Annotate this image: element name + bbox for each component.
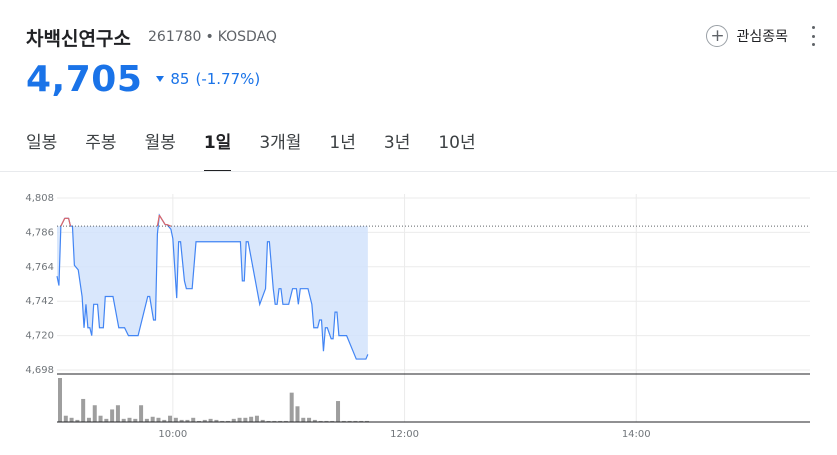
volume-bar [220,420,225,422]
volume-bar [139,405,144,422]
tab-daily[interactable]: 일봉 [26,133,58,153]
x-tick-label: 12:00 [390,429,419,440]
watchlist-label: 관심종목 [736,29,788,45]
volume-bar [179,419,184,422]
volume-bar [162,419,167,422]
tab-monthly[interactable]: 월봉 [144,133,176,153]
change-amount: 85 [170,70,190,88]
price-up-segment [162,221,166,225]
volume-bar [98,415,103,422]
volume-bar [272,420,277,422]
price-up-segment [166,224,172,227]
y-tick-label: 4,786 [25,227,54,238]
volume-bar [330,420,335,422]
volume-bar [63,415,68,422]
volume-bar [283,420,288,422]
tab-3-months[interactable]: 3개월 [259,133,302,153]
volume-bar [144,418,149,422]
volume-bar [301,417,306,422]
volume-bar [266,420,271,422]
volume-bar [121,418,126,422]
volume-bar [92,405,97,422]
header-divider [0,171,837,172]
volume-bar [359,420,364,422]
volume-bar [69,417,74,422]
volume-bar [231,418,236,422]
y-tick-label: 4,720 [25,331,54,342]
volume-bar [168,415,173,422]
period-tabs: 일봉 주봉 월봉 1일 3개월 1년 3년 10년 [26,124,504,172]
volume-bar [191,417,196,422]
intraday-price-chart[interactable]: 4,808 4,786 4,764 4,742 4,720 4,698 10:00 12:00… [0,180,837,455]
volume-bar [278,420,283,422]
stock-exchange: KOSDAQ [217,29,277,45]
volume-bar [86,417,91,422]
price-up-segment [158,214,164,222]
change-percent: (-1.77%) [195,70,261,88]
volume-bar [260,419,265,422]
volume-bar [237,417,242,422]
volume-bar [127,417,132,422]
y-tick-label: 4,764 [25,262,54,273]
stock-code: 261780 [148,29,202,45]
volume-bar [214,419,219,422]
tab-1-year[interactable]: 1년 [329,133,356,153]
volume-bar [202,419,207,422]
add-to-watchlist-button[interactable]: + 관심종목 [706,22,788,50]
current-price: 4,705 [26,58,143,100]
volume-bar [156,417,161,422]
stock-name: 차백신연구소 [26,28,131,50]
price-line [56,213,369,360]
volume-bar [364,420,369,422]
volume-bar [104,418,109,422]
price-up-segment [156,215,160,227]
volume-bar [150,416,155,422]
volume-bar [75,419,80,422]
volume-bar [185,419,190,422]
volume-bar [307,417,312,422]
volume-bar [58,378,62,422]
volume-bar [336,401,341,422]
volume-bar [347,420,352,422]
price-up-segment [60,218,66,227]
volume-bar [318,420,323,422]
tab-3-years[interactable]: 3년 [383,133,411,153]
x-tick-label: 10:00 [158,429,187,440]
volume-bar [115,405,120,422]
x-tick-label: 14:00 [622,429,651,440]
price-up-segment [68,218,72,227]
y-tick-label: 4,698 [25,365,54,376]
volume-bar [295,406,300,422]
tab-weekly[interactable]: 주봉 [85,133,117,153]
volume-bar [353,420,358,422]
more-vertical-icon[interactable] [810,26,816,46]
price-row: 4,705 85 (-1.77%) [26,58,260,100]
volume-bar [249,416,254,422]
price-change: 85 (-1.77%) [156,70,260,88]
stock-header: 차백신연구소 261780 • KOSDAQ + 관심종목 [26,22,816,52]
volume-bar [243,417,248,422]
stock-meta: 261780 • KOSDAQ [148,29,277,45]
tab-1-day[interactable]: 1일 [203,124,232,172]
triangle-down-icon [156,76,165,82]
volume-bar [225,420,230,422]
volume-bar [173,417,178,422]
volume-bar [312,419,317,422]
y-tick-label: 4,742 [25,296,54,307]
volume-bar [341,420,346,422]
volume-bar [254,415,259,422]
meta-separator: • [205,29,214,45]
volume-bar [324,420,329,422]
y-tick-label: 4,808 [25,193,54,204]
volume-bar [208,418,213,422]
plus-circle-icon: + [706,25,729,47]
volume-bar [197,420,202,422]
volume-bar [81,398,86,422]
price-area-fill [57,226,368,360]
tab-10-years[interactable]: 10년 [438,133,476,153]
volume-bar [110,409,115,422]
volume-bar [289,392,294,422]
volume-bar [133,418,138,422]
